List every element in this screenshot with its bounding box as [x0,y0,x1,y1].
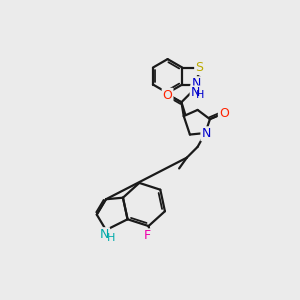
Text: F: F [144,229,151,242]
Text: H: H [196,90,204,100]
Text: N: N [191,77,201,90]
Text: O: O [219,107,229,120]
Text: H: H [106,233,115,243]
Text: N: N [201,127,211,140]
Text: O: O [163,89,172,102]
Text: S: S [195,61,203,74]
Text: N: N [190,86,200,100]
Text: N: N [100,228,109,241]
